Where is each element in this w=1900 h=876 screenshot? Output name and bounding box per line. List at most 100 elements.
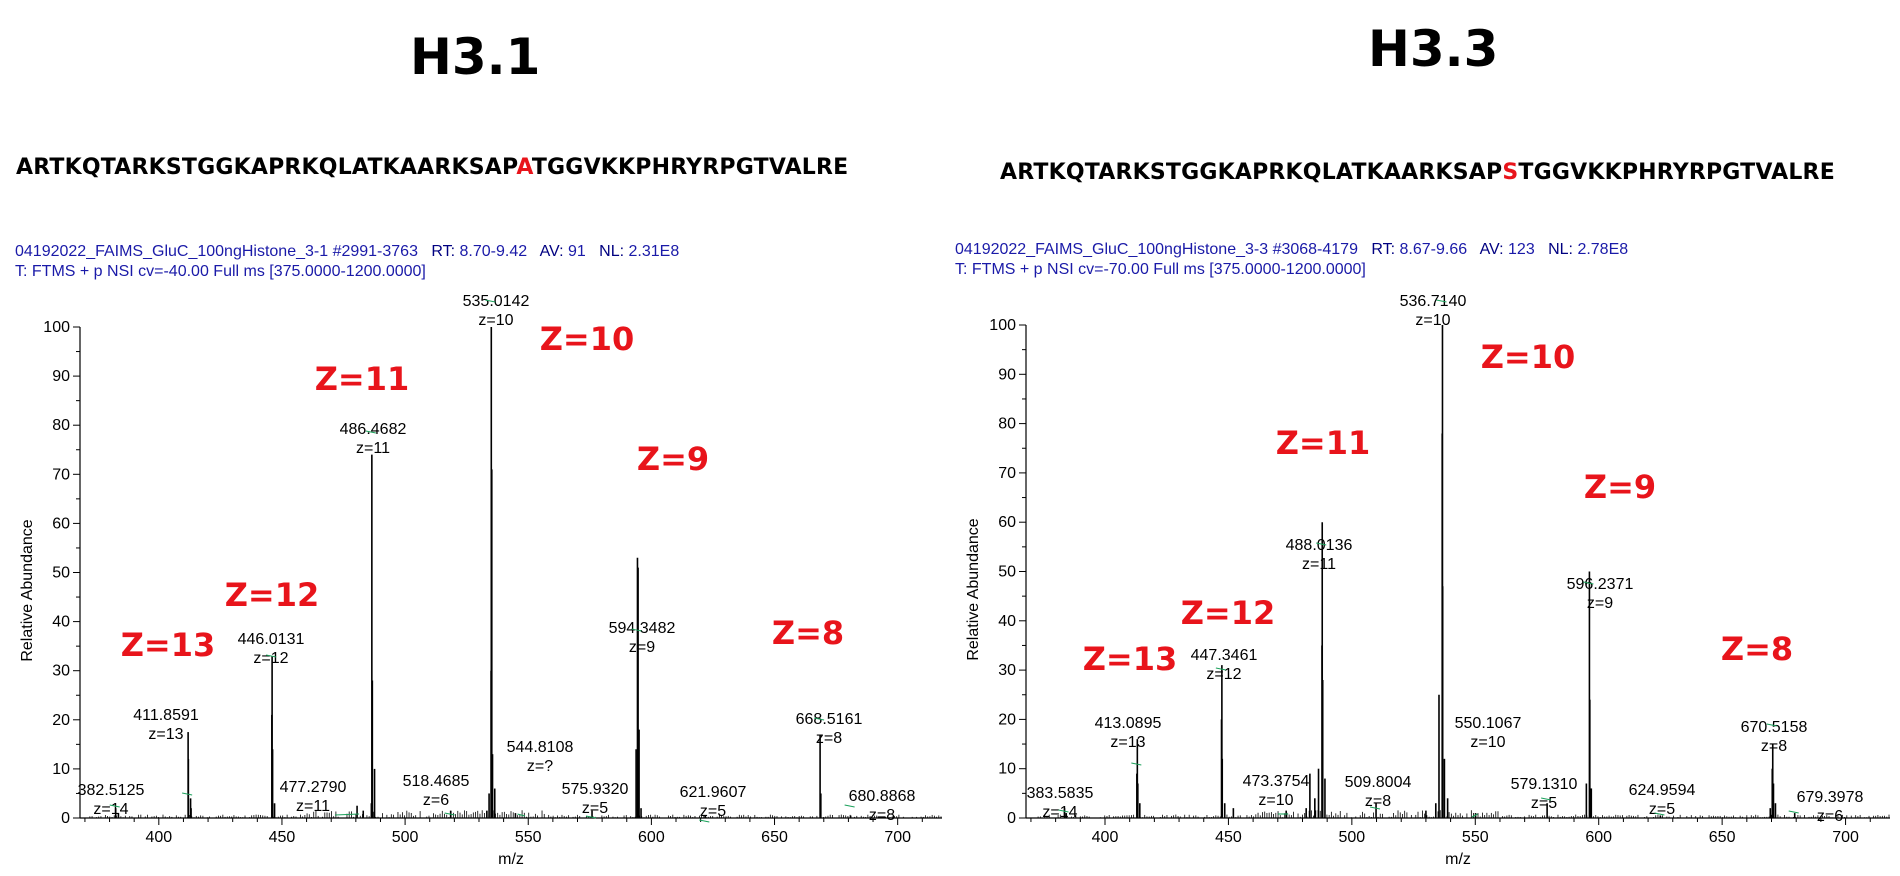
peak-mz-label: 518.4685 (403, 773, 470, 790)
scan-header: 04192022_FAIMS_GluC_100ngHistone_3-3 #30… (955, 241, 1628, 259)
y-tick-label: 30 (52, 663, 70, 680)
sequence-after: TGGVKKPHRYRPGTVALRE (1518, 160, 1835, 185)
peak-mz-label: 670.5158 (1741, 719, 1808, 736)
x-tick-label: 500 (392, 829, 419, 846)
label-leader-tick (444, 812, 455, 816)
nl-label: NL: (599, 243, 625, 260)
peak-mz-label: 447.3461 (1191, 647, 1258, 664)
y-tick-label: 50 (52, 565, 70, 582)
charge-state-annotation: Z=12 (225, 576, 320, 614)
y-tick-label: 0 (61, 810, 70, 827)
x-tick-label: 500 (1338, 829, 1365, 846)
charge-state-annotation: Z=12 (1181, 594, 1276, 632)
peak-charge-label: z=14 (1042, 804, 1077, 821)
x-tick-label: 650 (761, 829, 788, 846)
y-tick-label: 90 (52, 368, 70, 385)
label-leader-tick (1541, 797, 1552, 801)
y-tick-label: 30 (998, 662, 1016, 679)
peak-charge-label: z=10 (1415, 312, 1450, 329)
y-tick-label: 50 (998, 564, 1016, 581)
y-axis-title: Relative Abundance (19, 519, 36, 661)
x-tick-label: 450 (269, 829, 296, 846)
peak-charge-label: z=6 (423, 792, 449, 809)
y-tick-label: 40 (52, 614, 70, 631)
y-tick-label: 90 (998, 366, 1016, 383)
peak-charge-label: z=9 (629, 639, 655, 656)
nl-value: 2.31E8 (628, 243, 680, 260)
rt-value: 8.70-9.42 (459, 243, 528, 260)
label-leader-tick (1583, 581, 1594, 585)
peak-mz-label: 575.9320 (562, 781, 629, 798)
peak-mz-label: 486.4682 (340, 421, 407, 438)
panel-title: H3.1 (410, 28, 541, 86)
y-tick-label: 100 (43, 319, 70, 336)
scan-filter: T: FTMS + p NSI cv=-70.00 Full ms [375.0… (955, 261, 1366, 278)
peak-charge-label: z=13 (148, 726, 183, 743)
peak-charge-label: z=13 (1110, 734, 1145, 751)
label-leader-tick (1131, 762, 1142, 766)
peak-charge-label: z=8 (816, 730, 842, 747)
charge-state-annotation: Z=10 (540, 320, 635, 358)
label-leader-tick (266, 654, 277, 658)
rt-label: RT: (1371, 241, 1396, 258)
x-tick-label: 600 (1585, 829, 1612, 846)
peak-mz-label: 594.3482 (609, 620, 676, 637)
peak-charge-label: z=5 (1531, 795, 1557, 812)
mass-spectrum-plot: 400 450 500 550 600 650 700 0 10 20 30 40 50 60 70 80 90… (965, 293, 1890, 868)
peak-charge-label: z=5 (1649, 801, 1675, 818)
x-tick-label: 400 (145, 829, 172, 846)
charge-state-annotation: Z=8 (1721, 630, 1793, 668)
peak-mz-label: 536.7140 (1400, 293, 1467, 310)
y-tick-label: 60 (52, 515, 70, 532)
file-name: 04192022_FAIMS_GluC_100ngHistone_3-1 (15, 243, 329, 260)
y-tick-label: 0 (1007, 810, 1016, 827)
x-tick-label: 700 (1832, 829, 1859, 846)
peak-mz-label: 413.0895 (1095, 715, 1162, 732)
peak-charge-label: z=14 (93, 801, 128, 818)
label-leader-tick (365, 430, 376, 434)
x-tick-label: 600 (638, 829, 665, 846)
x-tick-label: 400 (1092, 829, 1119, 846)
charge-state-annotation: Z=13 (1083, 640, 1178, 678)
peak-mz-label: 473.3754 (1243, 773, 1310, 790)
peak-charge-label: z=12 (253, 650, 288, 667)
y-axis-title: Relative Abundance (965, 518, 982, 660)
peak-mz-label: 668.5161 (796, 711, 863, 728)
peak-charge-label: z=11 (1302, 556, 1336, 573)
peak-charge-label: z=9 (1587, 595, 1613, 612)
nl-label: NL: (1548, 241, 1573, 258)
peak-charge-label: z=? (527, 758, 553, 775)
peptide-sequence: ARTKQTARKSTGGKAPRKQLATKAARKSAPATGGVKKPHR… (16, 155, 848, 180)
peak-mz-label: 624.9594 (1629, 782, 1696, 799)
y-tick-label: 80 (52, 417, 70, 434)
av-label: AV: (1479, 241, 1504, 258)
x-tick-label: 650 (1709, 829, 1736, 846)
y-tick-label: 60 (998, 514, 1016, 531)
x-tick-label: 550 (515, 829, 542, 846)
peak-mz-label: 488.0136 (1286, 537, 1353, 554)
peak-charge-label: z=11 (356, 440, 390, 457)
x-tick-label: 450 (1215, 829, 1242, 846)
label-leader-tick (1058, 809, 1069, 813)
sequence-before: ARTKQTARKSTGGKAPRKQLATKAARKSAP (1000, 160, 1503, 185)
sequence-after: TGGVKKPHRYRPGTVALRE (531, 155, 849, 180)
scan-range: #2991-3763 (332, 243, 418, 260)
charge-state-annotation: Z=13 (121, 626, 216, 664)
peak-mz-label: 535.0142 (463, 293, 530, 310)
scan-filter: T: FTMS + p NSI cv=-40.00 Full ms [375.0… (15, 263, 426, 280)
x-tick-label: 550 (1462, 829, 1489, 846)
sequence-before: ARTKQTARKSTGGKAPRKQLATKAARKSAP (16, 155, 517, 180)
rt-value: 8.67-9.66 (1399, 241, 1468, 258)
peak-charge-label: z=5 (700, 803, 726, 820)
label-leader-tick (814, 717, 825, 721)
y-tick-label: 100 (989, 317, 1016, 334)
peak-charge-label: z=10 (478, 312, 513, 329)
y-tick-label: 70 (52, 466, 70, 483)
label-leader-tick (1766, 723, 1777, 727)
peak-charge-label: z=6 (1817, 808, 1843, 825)
peak-mz-label: 680.8868 (849, 788, 916, 805)
peak-charge-label: z=10 (1470, 734, 1505, 751)
peak-mz-label: 621.9607 (680, 784, 747, 801)
charge-state-annotation: Z=8 (772, 614, 844, 652)
charge-state-annotation: Z=9 (637, 440, 709, 478)
